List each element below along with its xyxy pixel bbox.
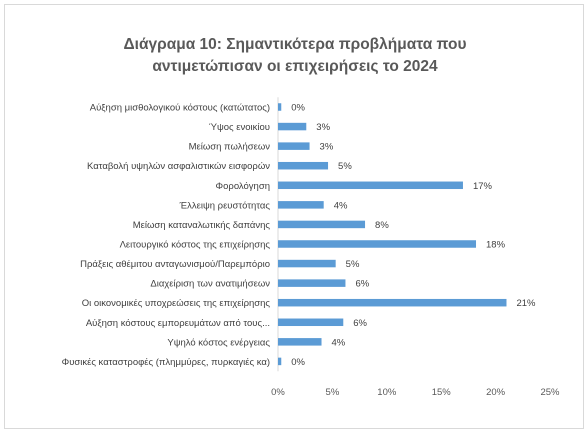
bar (278, 357, 282, 366)
value-label: 5% (346, 259, 360, 270)
value-label: 0% (291, 103, 305, 114)
category-label: Διαχείριση των ανατιμήσεων (150, 279, 270, 290)
category-label: Φορολόγηση (216, 181, 270, 192)
value-label: 21% (516, 298, 536, 309)
value-label: 18% (486, 239, 506, 250)
value-label: 17% (473, 181, 493, 192)
category-label: Οι οικονομικές υποχρεώσεις της επιχείρησ… (82, 298, 271, 309)
bar (278, 279, 346, 287)
value-label: 6% (355, 279, 369, 290)
bar (278, 220, 366, 229)
category-label: Φυσικές καταστροφές (πλημμύρες, πυρκαγιέ… (62, 357, 270, 368)
chart-title-line: αντιμετώπισαν οι επιχειρήσεις το 2024 (152, 58, 438, 75)
value-label: 3% (316, 122, 330, 133)
chart-frame: Διάγραμα 10: Σημαντικότερα προβλήματα πο… (4, 4, 584, 429)
bar (278, 161, 329, 170)
category-label: Λειτουργικό κόστος της επιχείρησης (120, 239, 271, 250)
bar (278, 298, 507, 307)
bar (278, 181, 463, 190)
category-label: Μείωση καταναλωτικής δαπάνης (133, 220, 271, 231)
category-label: Αύξηση κόστους εμπορευμάτων από τους... (86, 318, 270, 329)
category-label: Καταβολή υψηλών ασφαλιστικών εισφορών (87, 161, 270, 172)
x-tick-label: 0% (271, 387, 285, 398)
bar (278, 122, 307, 131)
x-tick-label: 5% (326, 387, 340, 398)
bar (278, 142, 310, 150)
value-label: 3% (320, 142, 334, 153)
bar (278, 318, 344, 327)
value-label: 4% (334, 200, 348, 211)
bar (278, 201, 324, 209)
category-label: Αύξηση μισθολογικού κόστους (κατώτατος) (90, 103, 270, 114)
x-tick-label: 10% (377, 387, 397, 398)
category-label: Έλλειψη ρευστότητας (179, 200, 271, 211)
value-labels: 0% 3% 3% 5% 17% 4% 8% 18% 5% 6% 21% 6% 4% 0% (291, 103, 536, 368)
value-label: 4% (332, 337, 346, 348)
value-label: 0% (291, 357, 305, 368)
chart-title: Διάγραμα 10: Σημαντικότερα προβλήματα πο… (124, 36, 467, 75)
bar (278, 338, 322, 346)
chart-title-line: Διάγραμα 10: Σημαντικότερα προβλήματα πο… (124, 36, 467, 53)
bar (278, 240, 477, 248)
x-tick-label: 15% (432, 387, 452, 398)
category-label: Ύψος ενοικίου (209, 122, 270, 133)
x-tick-label: 25% (540, 387, 560, 398)
chart-svg: Διάγραμα 10: Σημαντικότερα προβλήματα πο… (62, 36, 560, 398)
x-tick-label: 20% (486, 387, 506, 398)
bar (278, 103, 282, 111)
bars (278, 103, 507, 366)
value-label: 6% (353, 318, 367, 329)
value-label: 5% (338, 161, 352, 172)
category-labels: Αύξηση μισθολογικού κόστους (κατώτατος) Ύ… (62, 103, 271, 368)
value-label: 8% (375, 220, 389, 231)
bar (278, 259, 336, 268)
x-tick-labels: 0% 5% 10% 15% 20% 25% (271, 387, 560, 398)
category-label: Μείωση πωλήσεων (189, 142, 271, 153)
category-label: Υψηλό κόστος ενέργειας (167, 337, 270, 348)
category-label: Πράξεις αθέμιτου ανταγωνισμού/Παρεμπόριο (80, 259, 270, 270)
